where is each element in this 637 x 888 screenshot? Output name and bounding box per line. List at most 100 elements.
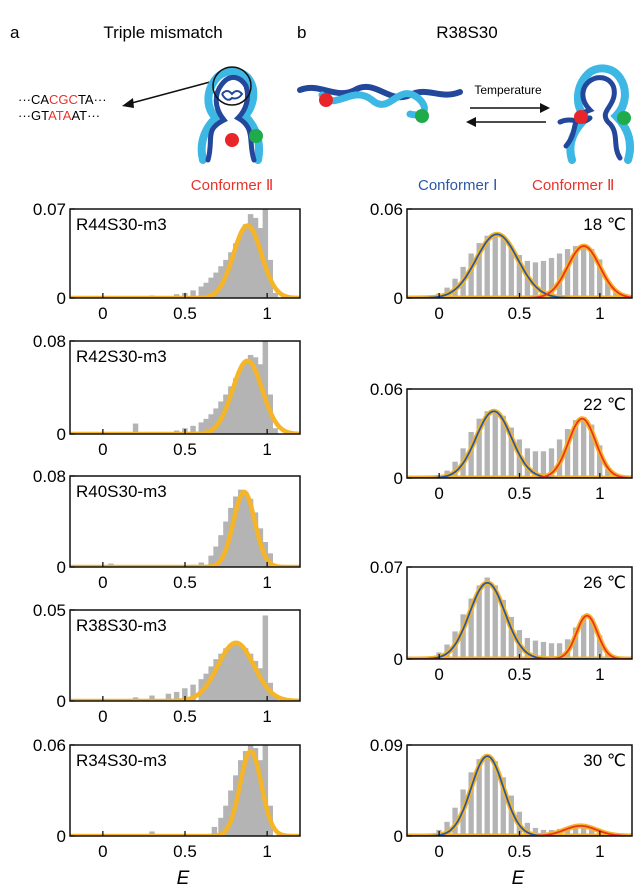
- histogram-bar: [476, 243, 482, 298]
- histogram-bar: [237, 489, 244, 567]
- fit-conformer-1-curve: [407, 410, 632, 478]
- histogram-bar: [242, 648, 249, 701]
- sample-label: R40S30-m3: [76, 482, 167, 501]
- histogram-bar: [516, 254, 523, 298]
- histogram-bar: [540, 451, 547, 478]
- histogram-bar: [257, 668, 264, 701]
- fit-conformer-1-curve: [407, 233, 632, 298]
- histogram-bar: [228, 386, 234, 434]
- histogram-bar: [548, 643, 555, 659]
- y-tick-label: 0: [57, 558, 66, 577]
- x-tick-label: 0: [434, 484, 443, 503]
- histogram-bar: [190, 290, 196, 298]
- x-tick-label: 0: [434, 665, 443, 684]
- histogram-bar: [492, 585, 498, 659]
- histogram-bar: [484, 235, 490, 298]
- x-tick-label: 1: [595, 304, 604, 323]
- x-tick-label: 0.5: [508, 484, 532, 503]
- fit-conformer-2-curve: [407, 417, 632, 478]
- histogram-bar: [132, 423, 139, 434]
- x-tick-label: 0.5: [173, 304, 197, 323]
- histogram-bar: [272, 292, 278, 298]
- x-tick-label: 0: [434, 842, 443, 861]
- x-tick-label: 1: [262, 440, 271, 459]
- x-tick-label: 0: [98, 304, 107, 323]
- folded-green-dye: [617, 111, 631, 125]
- sample-label: R38S30-m3: [76, 616, 167, 635]
- y-tick-label: 0.06: [33, 736, 66, 755]
- histogram-bar: [492, 409, 498, 478]
- plot-area: [70, 489, 300, 567]
- fit-curve: [70, 748, 300, 836]
- histogram-bar: [257, 364, 264, 434]
- histogram-bar: [572, 246, 579, 298]
- histogram-bar: [237, 760, 244, 836]
- histogram-bar: [532, 262, 539, 298]
- forward-arrowhead: [540, 103, 550, 113]
- histogram-bar: [223, 648, 229, 701]
- histogram-bar: [500, 415, 506, 478]
- histogram-bar: [272, 695, 278, 701]
- histogram-bar: [149, 695, 155, 701]
- plot-area: [407, 231, 632, 298]
- y-tick-label: 0.07: [370, 558, 403, 577]
- temperature-condition-label: 18 ℃: [583, 215, 626, 234]
- histogram-bar: [242, 224, 249, 298]
- y-tick-label: 0.05: [33, 601, 66, 620]
- chart-2: 0 0.5 1 0 0.08 R42S30-m3: [33, 332, 301, 459]
- histogram-bar: [213, 659, 219, 701]
- histogram-bar: [572, 825, 579, 836]
- histogram-bar: [468, 772, 474, 836]
- chart-6: 0 0.5 1 0 0.06 18 ℃: [370, 200, 633, 323]
- temperature-condition-label: 26 ℃: [583, 573, 626, 592]
- chart-5: 0 0.5 1 0 0.06 R34S30-m3: [33, 736, 301, 861]
- panel-a-letter: a: [10, 23, 20, 42]
- sample-label: R42S30-m3: [76, 347, 167, 366]
- x-tick-label: 0.5: [173, 707, 197, 726]
- green-dye-dot: [249, 129, 263, 143]
- histogram-bar: [182, 688, 188, 701]
- histogram-bar: [198, 422, 205, 434]
- fit-conformer-1-curve: [407, 581, 632, 659]
- y-tick-label: 0.08: [33, 332, 66, 351]
- histogram-bar: [242, 491, 249, 567]
- histogram-bar: [500, 237, 506, 298]
- sample-label: R34S30-m3: [76, 751, 167, 770]
- histogram-bar: [218, 653, 224, 701]
- histogram-bar: [548, 448, 555, 478]
- reverse-arrowhead: [466, 117, 476, 127]
- fit-curve: [70, 223, 300, 298]
- histogram-bar: [589, 826, 595, 836]
- histogram-bar: [564, 429, 571, 478]
- histogram-bar: [476, 418, 482, 478]
- histogram-bar: [468, 598, 474, 659]
- histogram-bar: [605, 280, 611, 298]
- y-tick-label: 0: [57, 425, 66, 444]
- histogram-bar: [247, 653, 254, 701]
- histogram-bar: [211, 826, 218, 836]
- histogram-bar: [524, 822, 531, 836]
- histogram-bar: [247, 745, 254, 836]
- y-tick-label: 0: [57, 692, 66, 711]
- x-tick-label: 0.5: [173, 842, 197, 861]
- plot-area: [407, 408, 632, 478]
- histogram-bar: [589, 249, 595, 298]
- panel-b-title: R38S30: [436, 23, 497, 42]
- histogram-bar: [247, 498, 254, 567]
- y-tick-label: 0: [394, 289, 403, 308]
- histogram-bar: [198, 562, 205, 567]
- histogram-bar: [233, 378, 239, 434]
- histogram-bar: [252, 660, 259, 701]
- histogram-bar: [500, 599, 506, 659]
- histogram-bar: [589, 424, 595, 478]
- sequence-top: ···CACGCTA···: [18, 92, 107, 107]
- x-tick-label: 1: [262, 707, 271, 726]
- x-tick-label: 0.5: [508, 665, 532, 684]
- seq-top-2: TA···: [78, 92, 107, 107]
- x-tick-label: 1: [262, 573, 271, 592]
- y-tick-label: 0.09: [370, 736, 403, 755]
- histogram-bar: [580, 615, 587, 659]
- histogram-bar: [173, 691, 180, 701]
- histogram-bar: [190, 684, 196, 701]
- histogram-bar: [165, 693, 172, 701]
